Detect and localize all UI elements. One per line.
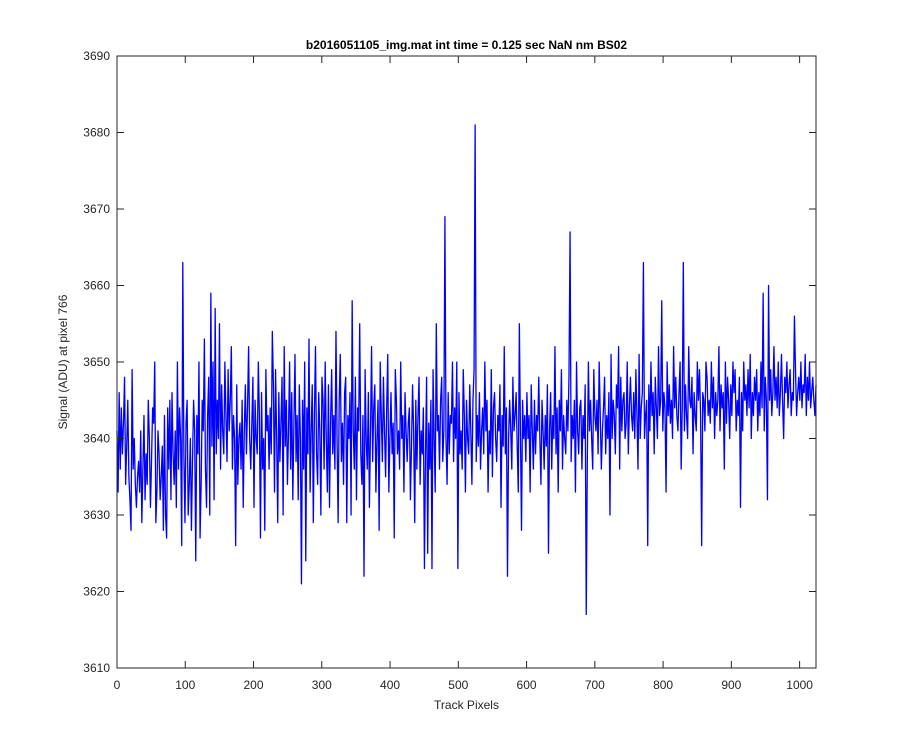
plot-frame	[116, 55, 817, 669]
y-tick-label: 3660	[83, 279, 110, 293]
y-tick-label: 3630	[83, 508, 110, 522]
x-tick-label: 1000	[786, 678, 813, 692]
x-tick-label: 500	[448, 678, 468, 692]
x-axis-label: Track Pixels	[434, 698, 499, 712]
series-line-1	[116, 124, 817, 616]
x-tick-label: 700	[585, 678, 605, 692]
ticks-group: 0 100 200 300 400 500 600 700 800 900 1000 3610 3620…	[83, 49, 816, 692]
plot-area	[117, 56, 816, 668]
chart-title: b2016051105_img.mat int time = 0.125 sec…	[306, 38, 628, 52]
series-group	[116, 124, 817, 616]
x-tick-label: 100	[175, 678, 195, 692]
y-tick-label: 3610	[83, 661, 110, 675]
y-axis-label: Signal (ADU) at pixel 766	[56, 294, 70, 429]
x-tick-label: 900	[721, 678, 741, 692]
x-tick-label: 0	[114, 678, 121, 692]
y-tick-label: 3670	[83, 202, 110, 216]
y-tick-label: 3620	[83, 585, 110, 599]
x-tick-label: 300	[312, 678, 332, 692]
y-tick-label: 3690	[83, 49, 110, 63]
y-tick-label: 3650	[83, 355, 110, 369]
x-tick-label: 400	[380, 678, 400, 692]
y-tick-label: 3680	[83, 126, 110, 140]
x-tick-label: 200	[244, 678, 264, 692]
y-tick-label: 3640	[83, 432, 110, 446]
x-tick-label: 600	[517, 678, 537, 692]
x-tick-label: 800	[653, 678, 673, 692]
